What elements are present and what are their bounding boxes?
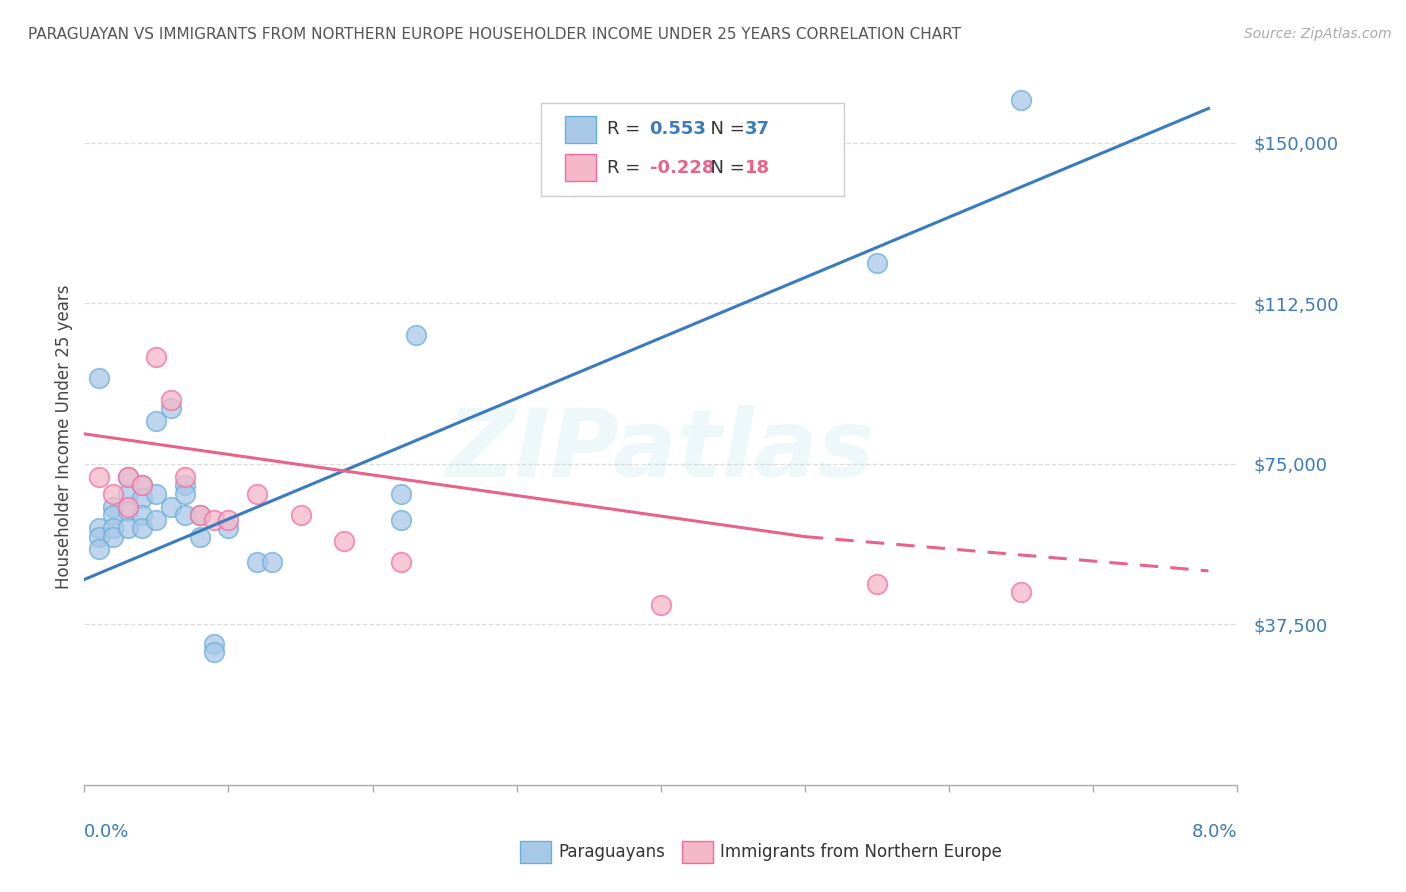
Text: R =: R = xyxy=(607,159,647,177)
Point xyxy=(202,645,225,659)
Point xyxy=(131,521,153,535)
Point xyxy=(202,512,225,526)
Point xyxy=(160,500,183,514)
Point xyxy=(145,512,167,526)
Text: 8.0%: 8.0% xyxy=(1192,823,1237,841)
Point xyxy=(87,521,110,535)
Point xyxy=(1010,93,1032,107)
Point xyxy=(246,555,269,569)
Point xyxy=(87,530,110,544)
Point xyxy=(145,414,167,428)
Point xyxy=(188,530,211,544)
Point xyxy=(145,350,167,364)
Point xyxy=(131,478,153,492)
Text: N =: N = xyxy=(699,159,751,177)
Text: 18: 18 xyxy=(745,159,770,177)
Text: Source: ZipAtlas.com: Source: ZipAtlas.com xyxy=(1244,27,1392,41)
Point xyxy=(87,469,110,483)
Point xyxy=(405,328,427,343)
Point xyxy=(391,512,413,526)
Point xyxy=(866,255,889,269)
Point xyxy=(218,512,240,526)
Point xyxy=(866,576,889,591)
Point xyxy=(188,508,211,523)
Point xyxy=(131,491,153,505)
Point xyxy=(218,521,240,535)
Point xyxy=(103,500,124,514)
Point xyxy=(174,478,197,492)
Point xyxy=(103,521,124,535)
Point xyxy=(260,555,283,569)
Text: 37: 37 xyxy=(745,120,770,138)
Point xyxy=(174,487,197,501)
Point xyxy=(103,530,124,544)
Point xyxy=(650,598,672,612)
Point xyxy=(174,469,197,483)
Point xyxy=(117,487,139,501)
Point xyxy=(87,371,110,385)
Point xyxy=(103,508,124,523)
Point xyxy=(131,478,153,492)
Text: N =: N = xyxy=(699,120,751,138)
Point xyxy=(246,487,269,501)
Point xyxy=(103,487,124,501)
Point xyxy=(117,500,139,514)
Text: 0.0%: 0.0% xyxy=(84,823,129,841)
Point xyxy=(160,392,183,407)
Point xyxy=(160,401,183,416)
Text: 0.553: 0.553 xyxy=(650,120,706,138)
Point xyxy=(117,469,139,483)
Text: PARAGUAYAN VS IMMIGRANTS FROM NORTHERN EUROPE HOUSEHOLDER INCOME UNDER 25 YEARS : PARAGUAYAN VS IMMIGRANTS FROM NORTHERN E… xyxy=(28,27,962,42)
Point xyxy=(290,508,312,523)
Text: Paraguayans: Paraguayans xyxy=(558,843,665,861)
Point xyxy=(564,178,586,193)
Point xyxy=(145,487,167,501)
Point xyxy=(188,508,211,523)
Text: R =: R = xyxy=(607,120,647,138)
Text: Immigrants from Northern Europe: Immigrants from Northern Europe xyxy=(720,843,1001,861)
Y-axis label: Householder Income Under 25 years: Householder Income Under 25 years xyxy=(55,285,73,590)
Point xyxy=(117,521,139,535)
Point xyxy=(117,504,139,518)
Point xyxy=(391,555,413,569)
Point xyxy=(333,533,356,548)
Point xyxy=(174,508,197,523)
Text: ZIPatlas: ZIPatlas xyxy=(447,405,875,497)
Point xyxy=(391,487,413,501)
Point xyxy=(87,542,110,557)
Point xyxy=(202,637,225,651)
Point xyxy=(117,469,139,483)
Point xyxy=(1010,585,1032,599)
Text: -0.228: -0.228 xyxy=(650,159,714,177)
Point xyxy=(131,508,153,523)
